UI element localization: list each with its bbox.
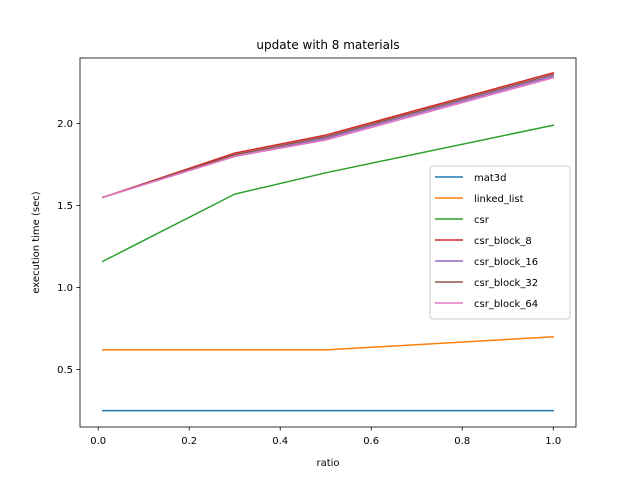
legend-label: csr_block_32: [474, 278, 538, 289]
legend-item-linked-list: linked_list: [435, 194, 524, 205]
series-line-csr-block-64: [101, 76, 555, 199]
series-line-csr-block-8: [101, 71, 555, 199]
x-tick-label: 1.0: [545, 436, 561, 447]
y-tick-label: 1.5: [57, 201, 73, 212]
x-tick-label: 0.4: [272, 436, 288, 447]
x-tick-label: 0.0: [90, 436, 106, 447]
legend-item-csr-block-16: csr_block_16: [435, 257, 538, 268]
x-tick-label: 0.2: [181, 436, 197, 447]
y-tick-label: 1.0: [57, 283, 73, 294]
plot-lines: [101, 71, 555, 412]
legend-item-csr-block-64: csr_block_64: [435, 299, 538, 310]
y-axis-label: execution time (sec): [31, 191, 42, 293]
legend-item-mat3d: mat3d: [435, 173, 507, 184]
series-line-csr: [101, 124, 555, 263]
legend-label: mat3d: [474, 173, 507, 184]
series-line-csr-block-32: [101, 73, 555, 199]
legend-item-csr-block-8: csr_block_8: [435, 236, 532, 247]
x-axis-label: ratio: [316, 458, 339, 469]
legend-label: csr_block_8: [474, 236, 532, 247]
x-tick-label: 0.8: [454, 436, 470, 447]
chart-title: update with 8 materials: [256, 38, 399, 52]
plot-frame: [79, 57, 577, 428]
series-line-linked-list: [102, 336, 555, 351]
x-axis: 0.0 0.2 0.4 0.6 0.8 1.0: [90, 427, 561, 447]
y-tick-label: 0.5: [57, 365, 73, 376]
legend-label: linked_list: [474, 194, 524, 205]
y-tick-label: 2.0: [57, 119, 73, 130]
legend-label: csr_block_16: [474, 257, 538, 268]
legend-item-csr: csr: [435, 215, 490, 226]
legend-label: csr_block_64: [474, 299, 538, 310]
legend-box: [429, 165, 571, 320]
legend-item-csr-block-32: csr_block_32: [435, 278, 538, 289]
x-tick-label: 0.6: [363, 436, 379, 447]
y-axis: 0.5 1.0 1.5 2.0: [57, 119, 80, 376]
legend-label: csr: [474, 215, 490, 226]
